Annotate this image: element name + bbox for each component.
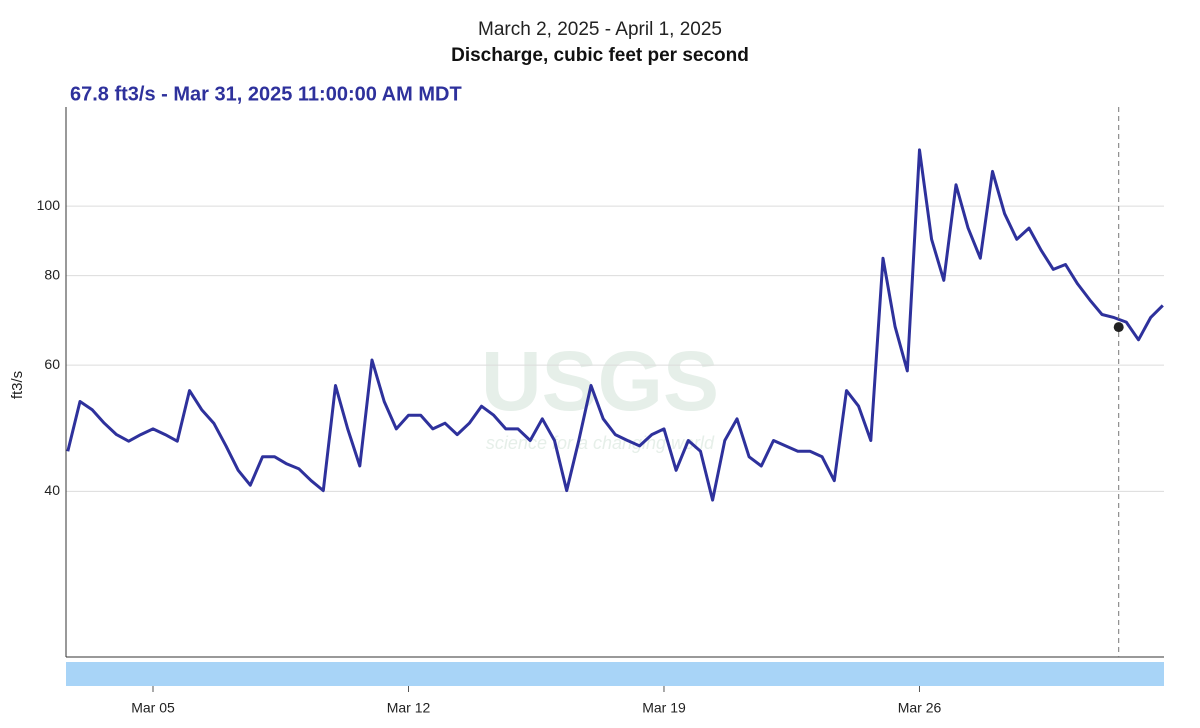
y-tick-label: 80	[44, 266, 60, 282]
chart-subtitle: Discharge, cubic feet per second	[451, 45, 749, 66]
y-axis-label: ft3/s	[9, 371, 26, 399]
watermark-tagline: science for a changing world	[486, 433, 715, 453]
cursor-annotation: 67.8 ft3/s - Mar 31, 2025 11:00:00 AM MD…	[70, 83, 462, 105]
x-tick-label: Mar 26	[898, 700, 942, 716]
chart-title: March 2, 2025 - April 1, 2025	[478, 19, 722, 40]
x-tick-label: Mar 19	[642, 700, 686, 716]
y-tick-label: 60	[44, 356, 60, 372]
y-tick-label: 40	[44, 482, 60, 498]
y-tick-label: 100	[37, 197, 61, 213]
range-brush[interactable]	[66, 662, 1164, 686]
x-tick-label: Mar 05	[131, 700, 175, 716]
data-line	[66, 148, 1164, 502]
cursor-point	[1113, 322, 1124, 333]
x-tick-label: Mar 12	[387, 700, 431, 716]
